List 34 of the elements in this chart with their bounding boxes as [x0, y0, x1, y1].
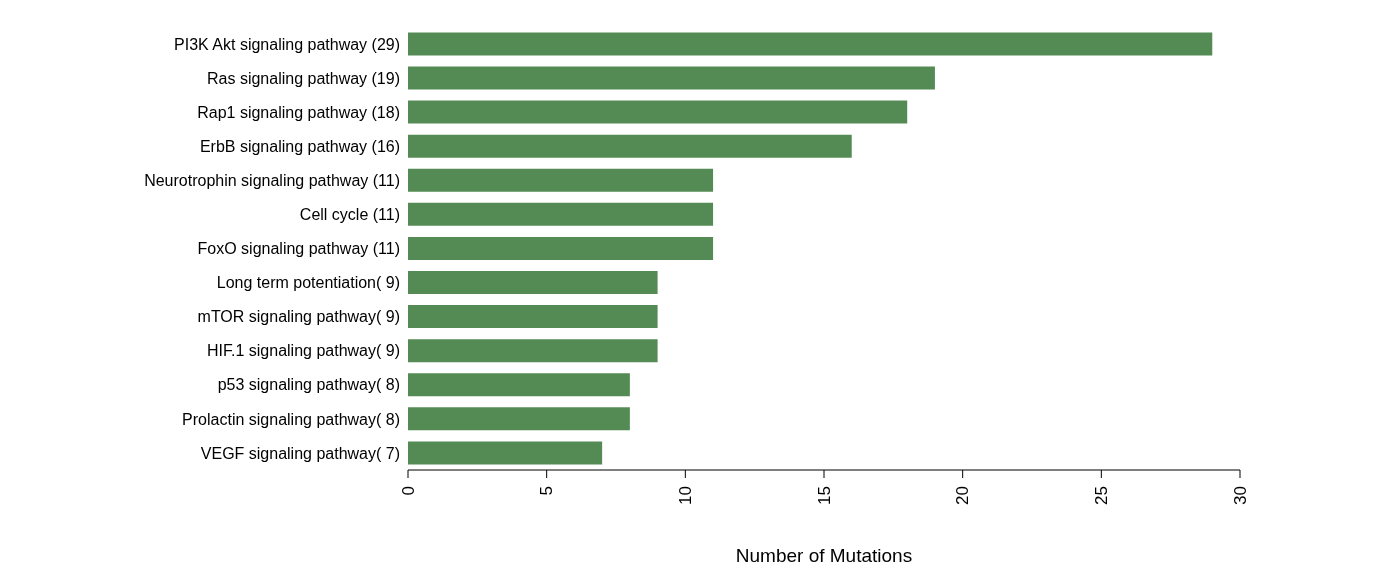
x-tick-label: 10 [675, 486, 695, 505]
x-tick-label: 5 [537, 486, 557, 496]
y-tick-label: Long term potentiation( 9) [216, 274, 400, 292]
y-tick-label: ErbB signaling pathway (16) [199, 137, 400, 155]
x-tick-label: 0 [398, 486, 418, 496]
bar [408, 373, 630, 397]
bar [408, 32, 1213, 56]
bar [408, 168, 714, 192]
bar [408, 441, 603, 465]
y-tick-label: Rap1 signaling pathway (18) [197, 103, 400, 121]
y-tick-label: Ras signaling pathway (19) [207, 69, 400, 87]
x-tick-label: 15 [814, 486, 834, 505]
x-tick-label: 20 [953, 486, 973, 505]
x-axis-title: Number of Mutations [735, 545, 913, 566]
bar [408, 134, 852, 158]
bar [408, 305, 658, 329]
bar [408, 202, 714, 226]
bar [408, 236, 714, 260]
y-tick-label: p53 signaling pathway( 8) [217, 376, 400, 394]
bar [408, 270, 658, 294]
y-tick-label: Prolactin signaling pathway( 8) [182, 410, 400, 428]
x-tick-label: 25 [1091, 486, 1111, 505]
bar [408, 339, 658, 363]
y-tick-label: VEGF signaling pathway( 7) [200, 444, 400, 462]
y-tick-label: mTOR signaling pathway( 9) [197, 308, 400, 326]
y-tick-label: FoxO signaling pathway (11) [197, 240, 400, 258]
y-tick-label: Cell cycle (11) [299, 206, 400, 224]
y-tick-label: Neurotrophin signaling pathway (11) [144, 172, 400, 190]
bar [408, 66, 935, 90]
y-tick-label: HIF.1 signaling pathway( 9) [207, 342, 400, 360]
bar [408, 100, 908, 124]
bar [408, 407, 630, 431]
x-tick-label: 30 [1230, 486, 1250, 505]
y-tick-label: PI3K Akt signaling pathway (29) [174, 35, 400, 53]
